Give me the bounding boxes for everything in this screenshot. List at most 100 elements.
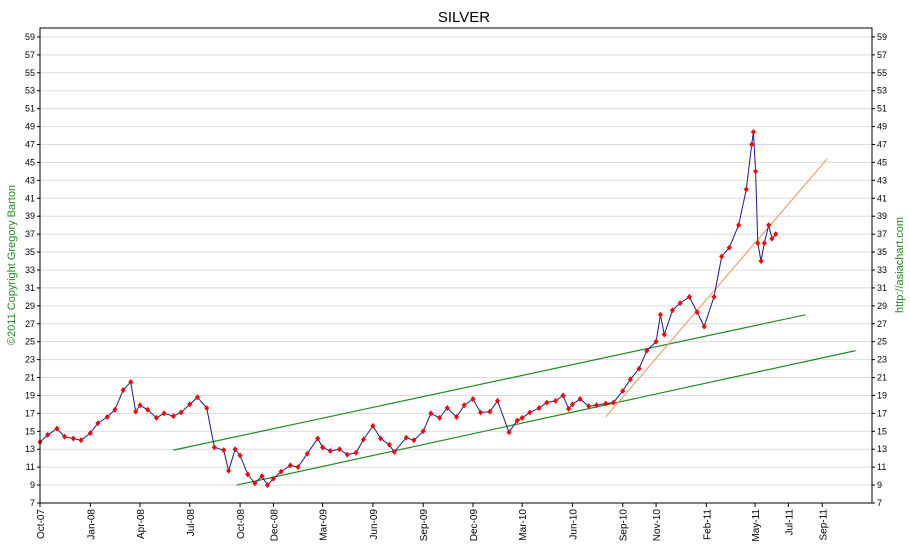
- price-marker: [62, 433, 68, 440]
- y-tick-label: 57: [25, 50, 35, 60]
- price-marker: [761, 240, 767, 247]
- x-tick-label: Dec-08: [269, 509, 280, 542]
- y-tick-label: 25: [877, 337, 887, 347]
- price-marker: [544, 399, 550, 406]
- copyright-label: ©2011 Copyright Gregory Barton: [6, 185, 18, 345]
- y-tick-label: 15: [25, 426, 35, 436]
- price-marker: [337, 446, 343, 453]
- y-tick-label: 21: [25, 373, 35, 383]
- price-marker: [194, 394, 200, 401]
- price-marker: [403, 434, 409, 441]
- x-tick-label: Jun-10: [568, 509, 579, 540]
- x-axis: Oct-07 Jan-08 Apr-08 Jul-08 Oct-08 Dec-08 Mar-…: [36, 509, 829, 542]
- x-tick-label: Jul-08: [186, 509, 197, 537]
- price-marker: [420, 428, 426, 435]
- trendline: [173, 314, 806, 451]
- price-marker: [644, 347, 650, 354]
- y-tick-label: 27: [25, 319, 35, 329]
- trendline: [605, 158, 828, 418]
- y-tick-label: 49: [25, 122, 35, 132]
- x-tick-label: Jan-08: [86, 509, 97, 540]
- price-marker: [259, 473, 265, 480]
- price-marker: [758, 258, 764, 265]
- y-axis-left: 7 9 11 13 15 17 19 21 23 25 27 29 31 33 35 37 39 41 43 45 47…: [25, 32, 35, 508]
- y-tick-label: 17: [25, 408, 35, 418]
- y-tick-label: 37: [25, 229, 35, 239]
- price-marker: [773, 231, 779, 238]
- price-marker: [769, 235, 775, 242]
- y-axis-right: 7 9 11 13 15 17 19 21 23 25 27 29 31 33 35 37 39 41 43 45 47…: [877, 32, 887, 508]
- y-tick-label: 13: [877, 444, 887, 454]
- y-tick-label: 33: [877, 265, 887, 275]
- price-marker: [743, 186, 749, 193]
- price-marker: [586, 403, 592, 410]
- price-marker: [514, 417, 520, 424]
- price-marker: [627, 376, 633, 383]
- y-tick-label: 35: [25, 247, 35, 257]
- price-marker: [252, 480, 258, 487]
- price-marker: [461, 402, 467, 409]
- price-marker: [726, 244, 732, 251]
- y-tick-label: 57: [877, 50, 887, 60]
- x-tick-label: Mar-09: [319, 509, 330, 541]
- price-marker: [506, 429, 512, 436]
- y-tick-label: 13: [25, 444, 35, 454]
- y-tick-label: 53: [25, 86, 35, 96]
- y-tick-label: 41: [25, 193, 35, 203]
- price-marker: [478, 409, 484, 416]
- price-marker: [170, 413, 176, 420]
- price-marker: [719, 253, 725, 260]
- price-marker: [361, 436, 367, 443]
- y-tick-label: 9: [877, 480, 882, 490]
- y-tick-label: 23: [877, 355, 887, 365]
- price-marker: [610, 399, 616, 406]
- series-layer: [37, 128, 856, 489]
- price-marker: [766, 222, 772, 229]
- y-tick-label: 51: [25, 104, 35, 114]
- y-tick-label: 43: [25, 175, 35, 185]
- y-tick-label: 25: [25, 337, 35, 347]
- price-marker: [95, 420, 101, 427]
- price-marker: [487, 408, 493, 415]
- price-marker: [264, 482, 270, 489]
- price-marker: [278, 468, 284, 475]
- y-tick-label: 45: [25, 157, 35, 167]
- price-marker: [428, 410, 434, 417]
- price-marker: [344, 451, 350, 458]
- axes: [37, 27, 875, 507]
- y-tick-label: 31: [877, 283, 887, 293]
- price-marker: [527, 409, 533, 416]
- trendline: [236, 350, 856, 486]
- price-marker: [370, 422, 376, 429]
- y-tick-label: 53: [877, 86, 887, 96]
- y-tick-label: 51: [877, 104, 887, 114]
- price-marker: [569, 401, 575, 408]
- y-tick-label: 15: [877, 426, 887, 436]
- price-marker: [686, 293, 692, 300]
- price-marker: [750, 128, 756, 135]
- price-marker: [711, 293, 717, 300]
- x-tick-label: Oct-07: [36, 509, 47, 539]
- y-tick-label: 47: [877, 140, 887, 150]
- y-tick-label: 17: [877, 408, 887, 418]
- price-marker: [566, 405, 572, 412]
- price-marker: [444, 405, 450, 411]
- x-tick-label: Sep-09: [419, 509, 430, 542]
- price-marker: [237, 452, 243, 459]
- y-tick-label: 21: [877, 373, 887, 383]
- price-marker: [120, 387, 126, 394]
- price-marker: [560, 392, 566, 399]
- price-line: [39, 131, 777, 486]
- price-marker: [577, 396, 583, 403]
- y-tick-label: 39: [25, 211, 35, 221]
- price-marker: [187, 401, 193, 408]
- price-marker: [70, 435, 76, 442]
- price-marker: [701, 323, 707, 330]
- price-marker: [270, 475, 276, 482]
- x-tick-label: Jun-09: [369, 509, 380, 540]
- y-tick-label: 33: [25, 265, 35, 275]
- x-tick-label: Mar-10: [518, 509, 529, 541]
- price-marker: [327, 448, 333, 455]
- y-tick-label: 11: [877, 462, 886, 472]
